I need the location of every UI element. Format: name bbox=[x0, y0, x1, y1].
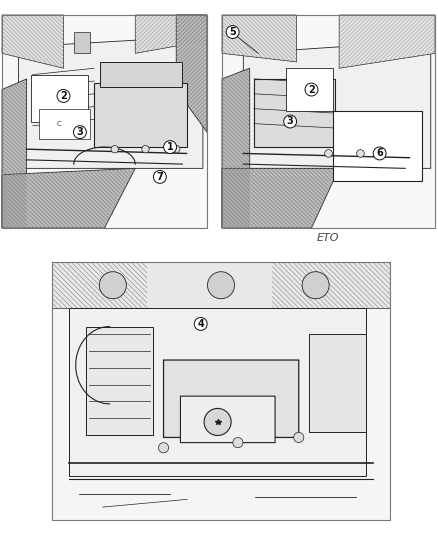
FancyBboxPatch shape bbox=[31, 75, 88, 122]
Polygon shape bbox=[222, 15, 435, 228]
Text: 3: 3 bbox=[287, 117, 293, 126]
FancyBboxPatch shape bbox=[180, 396, 275, 442]
FancyBboxPatch shape bbox=[86, 327, 153, 435]
Text: 5: 5 bbox=[229, 27, 236, 37]
Text: 1: 1 bbox=[167, 142, 173, 152]
Polygon shape bbox=[176, 15, 207, 132]
Circle shape bbox=[302, 272, 329, 298]
Circle shape bbox=[208, 272, 234, 298]
Polygon shape bbox=[339, 15, 435, 68]
FancyBboxPatch shape bbox=[100, 62, 182, 87]
Circle shape bbox=[111, 146, 118, 153]
FancyBboxPatch shape bbox=[163, 360, 299, 438]
Text: ETO: ETO bbox=[317, 233, 339, 243]
Polygon shape bbox=[222, 68, 250, 228]
FancyBboxPatch shape bbox=[94, 83, 187, 147]
Circle shape bbox=[173, 146, 180, 153]
Polygon shape bbox=[2, 79, 27, 228]
Circle shape bbox=[357, 150, 364, 157]
FancyBboxPatch shape bbox=[69, 309, 366, 476]
FancyBboxPatch shape bbox=[39, 109, 90, 139]
Circle shape bbox=[293, 432, 304, 442]
Circle shape bbox=[142, 146, 149, 153]
FancyBboxPatch shape bbox=[286, 68, 333, 111]
Polygon shape bbox=[2, 15, 64, 68]
FancyBboxPatch shape bbox=[74, 32, 90, 53]
Polygon shape bbox=[243, 41, 431, 168]
Polygon shape bbox=[18, 36, 203, 168]
Circle shape bbox=[204, 408, 231, 435]
Polygon shape bbox=[52, 262, 390, 520]
FancyBboxPatch shape bbox=[254, 79, 335, 147]
Polygon shape bbox=[222, 15, 297, 62]
FancyBboxPatch shape bbox=[333, 111, 422, 181]
Circle shape bbox=[325, 150, 332, 157]
Text: 4: 4 bbox=[198, 319, 204, 329]
Text: 3: 3 bbox=[77, 127, 83, 137]
Text: 7: 7 bbox=[156, 172, 163, 182]
Text: 2: 2 bbox=[60, 91, 67, 101]
Polygon shape bbox=[2, 168, 135, 228]
Polygon shape bbox=[222, 168, 339, 228]
Polygon shape bbox=[52, 262, 390, 309]
Polygon shape bbox=[2, 15, 207, 228]
Circle shape bbox=[99, 272, 126, 298]
Text: 2: 2 bbox=[308, 85, 315, 94]
FancyBboxPatch shape bbox=[309, 334, 366, 432]
Text: C: C bbox=[57, 120, 62, 127]
Text: 6: 6 bbox=[376, 149, 383, 158]
Circle shape bbox=[233, 438, 243, 448]
Polygon shape bbox=[135, 15, 207, 53]
Circle shape bbox=[159, 443, 169, 453]
